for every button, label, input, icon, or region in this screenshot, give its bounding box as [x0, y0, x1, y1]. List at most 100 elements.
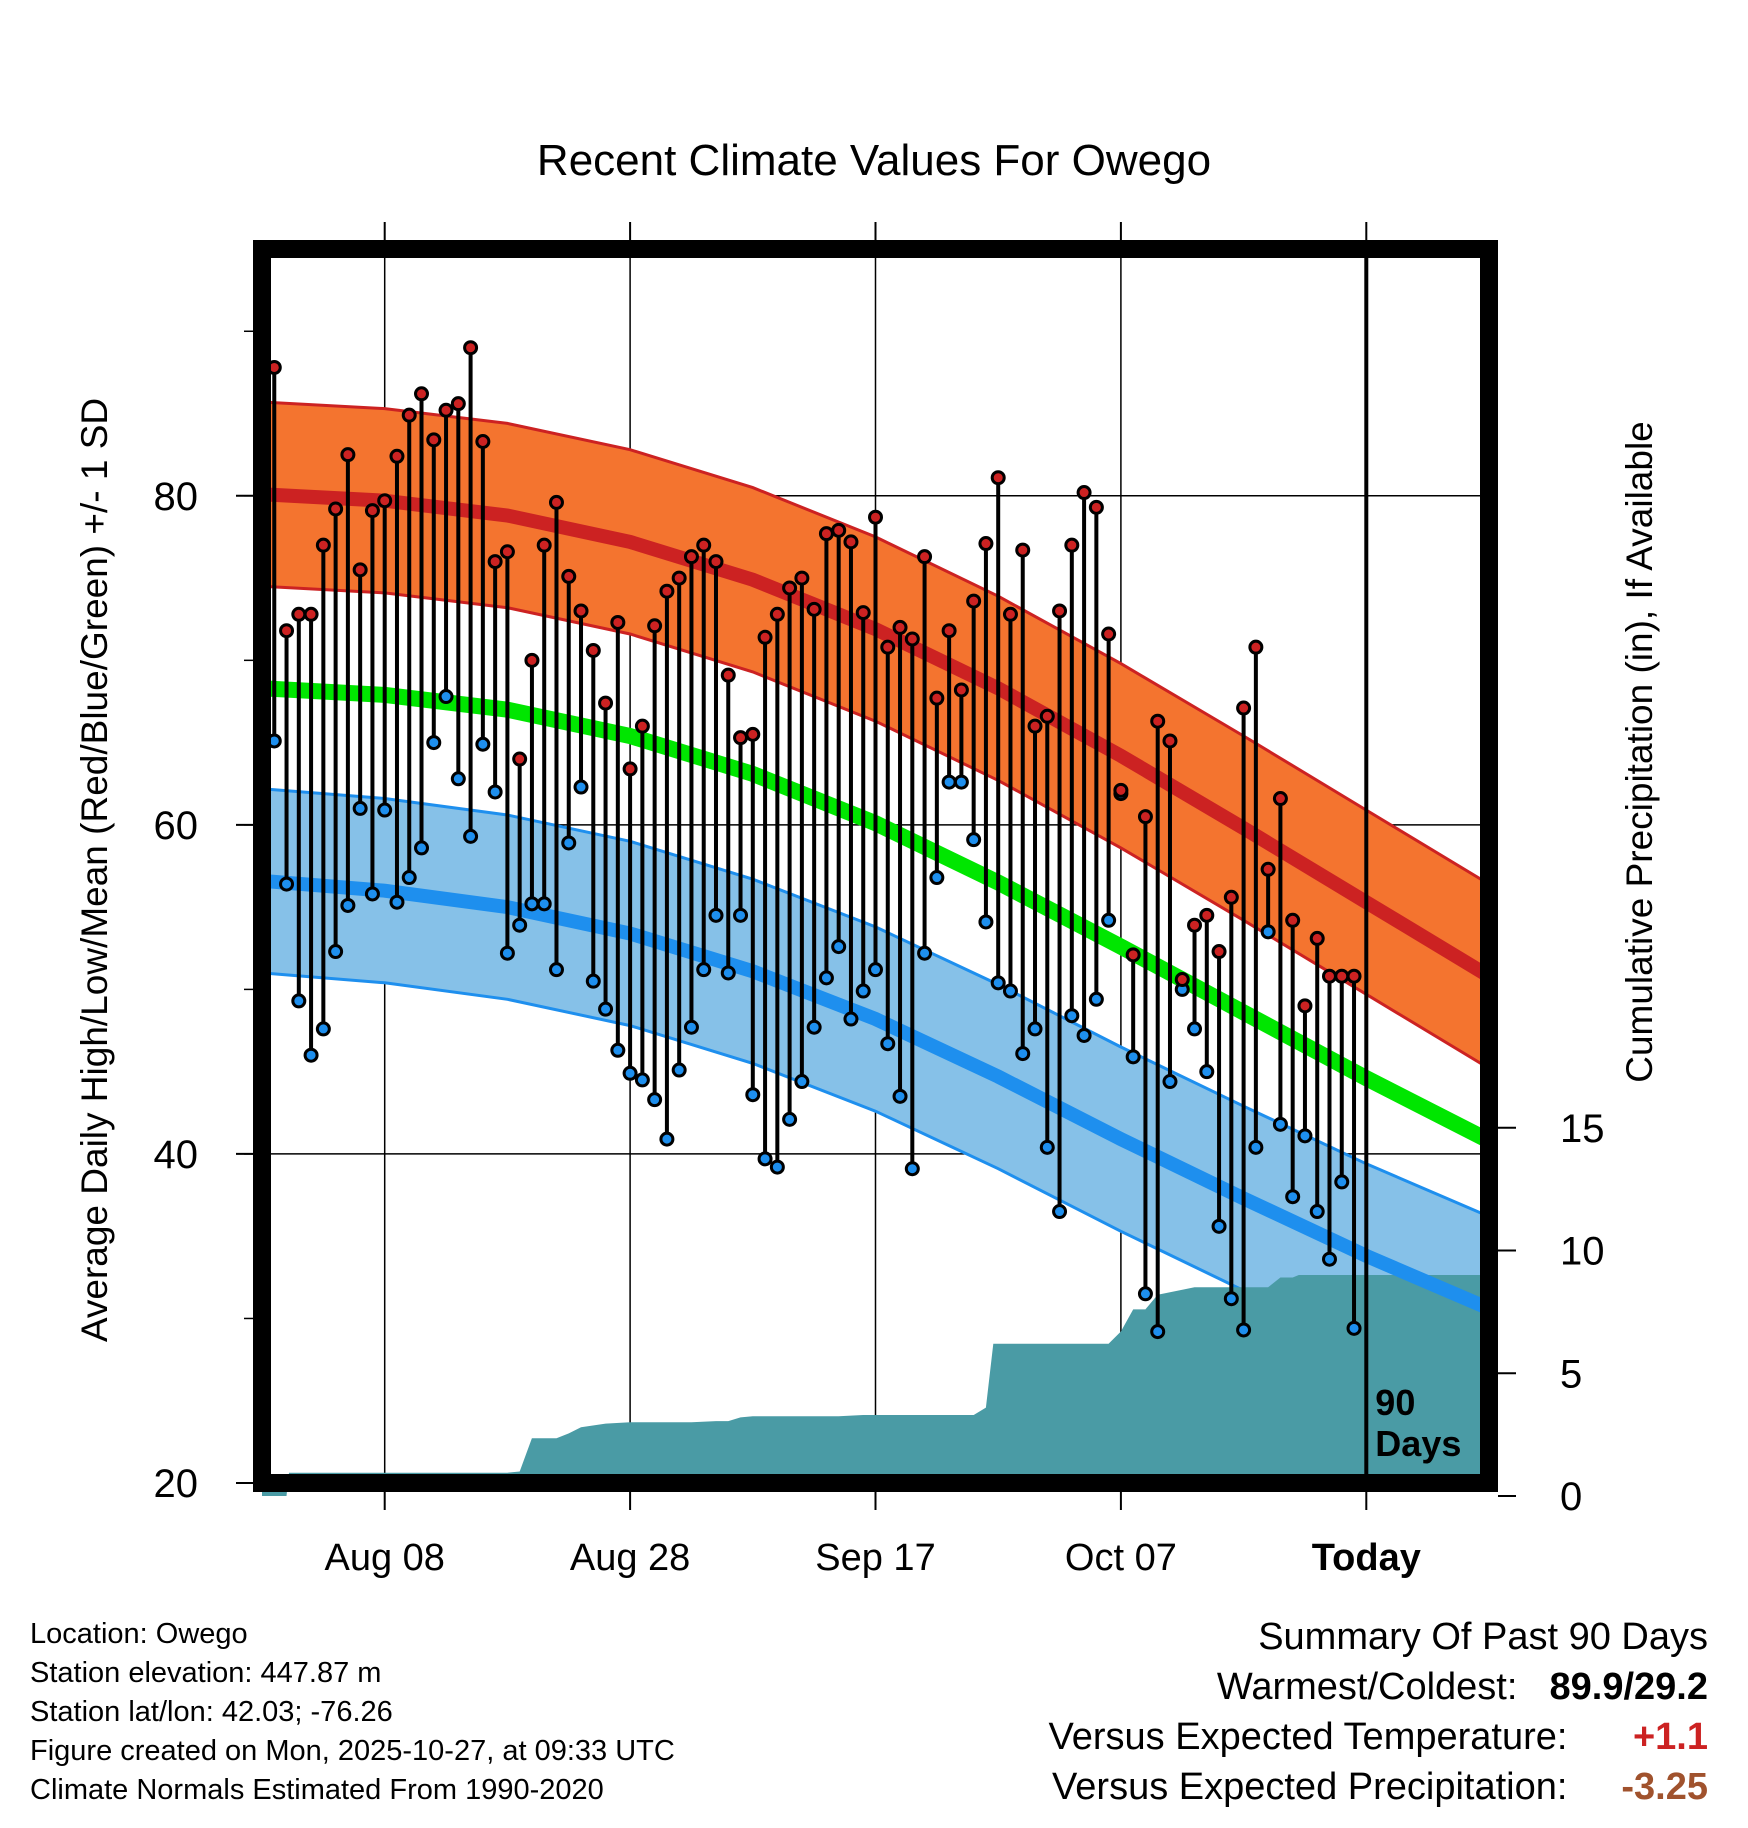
daily-high-point	[966, 593, 982, 609]
station-info: Location: Owego Station elevation: 447.8…	[30, 1615, 675, 1810]
daily-low-point	[487, 784, 503, 800]
daily-high-point	[585, 642, 601, 658]
daily-high-point	[1076, 485, 1092, 501]
daily-high-point	[659, 583, 675, 599]
daily-low-point	[303, 1047, 319, 1063]
daily-low-point	[401, 870, 417, 886]
daily-low-point	[499, 945, 515, 961]
daily-high-point	[1272, 791, 1288, 807]
daily-low-point	[1076, 1027, 1092, 1043]
temp-row: Versus Expected Temperature: +1.1	[1049, 1712, 1708, 1762]
daily-low-point	[573, 779, 589, 795]
daily-low-point	[696, 962, 712, 978]
daily-low-point	[818, 970, 834, 986]
daily-low-point	[1162, 1074, 1178, 1090]
daily-low-point	[806, 1019, 822, 1035]
precip-row: Versus Expected Precipitation: -3.25	[1049, 1762, 1708, 1812]
daily-high-point	[1002, 606, 1018, 622]
daily-high-point	[917, 549, 933, 565]
daily-high-point	[499, 544, 515, 560]
daily-low-point	[1334, 1174, 1350, 1190]
daily-high-point	[414, 386, 430, 402]
daily-low-point	[328, 944, 344, 960]
daily-high-point	[548, 494, 564, 510]
daily-high-point	[904, 631, 920, 647]
daily-low-point	[364, 886, 380, 902]
precip-label: Versus Expected Precipitation:	[1052, 1766, 1568, 1808]
daily-high-point	[1334, 968, 1350, 984]
y2-tick-label: 0	[1560, 1475, 1582, 1519]
daily-high-point	[536, 537, 552, 553]
daily-high-point	[720, 667, 736, 683]
daily-high-point	[868, 509, 883, 525]
daily-low-point	[1125, 1049, 1141, 1065]
daily-low-point	[426, 735, 442, 751]
y-tick-label: 20	[154, 1462, 199, 1506]
daily-high-point	[524, 652, 540, 668]
temp-value: +1.1	[1632, 1716, 1708, 1758]
daily-low-point	[855, 983, 871, 999]
daily-low-point	[892, 1088, 908, 1104]
daily-low-point	[1260, 924, 1276, 940]
temp-label: Versus Expected Temperature:	[1048, 1716, 1568, 1758]
daily-high-point	[1088, 499, 1104, 515]
y2-axis-label: Cumulative Precipitation (in), If Availa…	[1619, 421, 1660, 1083]
daily-low-point	[1321, 1251, 1337, 1267]
daily-high-point	[561, 568, 577, 584]
x-tick-label: Today	[1312, 1537, 1421, 1579]
daily-high-point	[438, 402, 454, 418]
daily-high-point	[843, 534, 859, 550]
daily-high-point	[1027, 718, 1043, 734]
daily-high-point	[303, 606, 319, 622]
daily-high-point	[364, 503, 380, 519]
daily-high-point	[622, 761, 638, 777]
daily-low-point	[1236, 1322, 1252, 1338]
daily-low-point	[1088, 991, 1104, 1007]
daily-low-point	[1223, 1291, 1239, 1307]
daily-low-point	[782, 1111, 798, 1127]
daily-low-point	[868, 962, 883, 978]
daily-high-point	[279, 623, 295, 639]
daily-low-point	[929, 870, 945, 886]
precip-value: -3.25	[1621, 1766, 1708, 1808]
daily-low-point	[524, 896, 540, 912]
daily-high-point	[340, 447, 356, 463]
daily-high-point	[1113, 782, 1129, 798]
plot-frame	[253, 240, 1498, 1492]
daily-high-point	[401, 407, 417, 423]
daily-high-point	[377, 493, 393, 509]
daily-low-point	[463, 828, 479, 844]
daily-low-point	[671, 1062, 687, 1078]
daily-high-point	[1162, 733, 1178, 749]
location-text: Location: Owego	[30, 1618, 248, 1650]
daily-high-point	[610, 614, 626, 630]
daily-high-point	[990, 470, 1006, 486]
daily-high-point	[953, 682, 969, 698]
daily-low-point	[794, 1074, 810, 1090]
daily-low-point	[1346, 1320, 1362, 1336]
daily-low-point	[904, 1161, 920, 1177]
daily-low-point	[352, 800, 368, 816]
warm-cold-value: 89.9/29.2	[1549, 1666, 1708, 1708]
daily-low-point	[622, 1065, 638, 1081]
daily-high-point	[978, 536, 994, 552]
daily-low-point	[720, 965, 736, 981]
daily-high-point	[315, 537, 331, 553]
x-tick-label: Oct 07	[1065, 1537, 1177, 1579]
daily-high-point	[831, 522, 847, 538]
daily-high-point	[1064, 537, 1080, 553]
daily-high-point	[512, 751, 528, 767]
daily-high-point	[487, 554, 503, 570]
daily-high-point	[463, 340, 479, 356]
daily-high-point	[1309, 930, 1325, 946]
daily-low-point	[414, 840, 430, 856]
daily-low-point	[659, 1131, 675, 1147]
high-sd-band	[262, 402, 1489, 1069]
daily-high-point	[1297, 998, 1313, 1014]
warm-cold-label: Warmest/Coldest:	[1216, 1666, 1518, 1708]
daily-high-point	[1039, 708, 1055, 724]
daily-high-point	[818, 526, 834, 542]
daily-low-point	[1248, 1139, 1264, 1155]
daily-low-point	[1002, 983, 1018, 999]
